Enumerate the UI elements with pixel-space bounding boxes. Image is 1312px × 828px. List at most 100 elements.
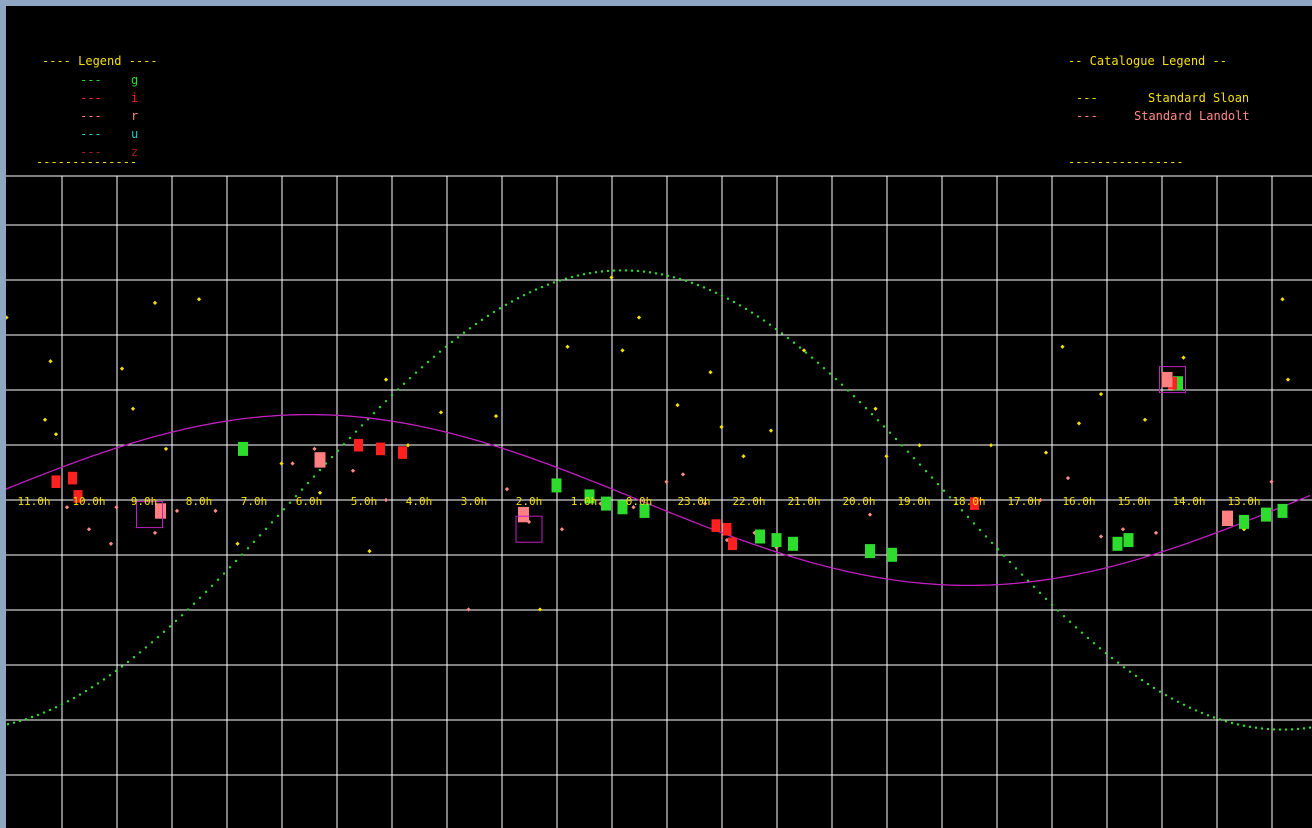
sloan-point <box>1285 377 1291 382</box>
sloan-point <box>1142 417 1148 422</box>
galactic-dot <box>552 281 556 284</box>
galactic-dot <box>288 501 292 504</box>
ra-tick-label: 8.0h <box>186 495 213 508</box>
galactic-dot <box>732 300 736 304</box>
sloan-point <box>367 548 372 554</box>
galactic-dot <box>420 366 424 369</box>
g-field <box>601 496 611 511</box>
galactic-dot <box>222 572 226 575</box>
galactic-dot <box>438 350 442 353</box>
galactic-dot <box>486 314 490 318</box>
galactic-dot <box>1182 703 1186 707</box>
galactic-dot <box>54 706 58 709</box>
ra-tick-label: 23.0h <box>677 495 710 508</box>
galactic-dot <box>1212 716 1216 719</box>
galactic-dot <box>96 682 100 685</box>
galactic-dot <box>1188 706 1192 709</box>
landolt-point <box>702 501 708 506</box>
landolt-point <box>1065 475 1071 481</box>
i-field <box>711 519 721 532</box>
g-field <box>1239 514 1249 529</box>
galactic-dot <box>1248 725 1252 729</box>
g-field <box>1277 503 1288 518</box>
galactic-dot <box>300 488 304 491</box>
galactic-dot <box>186 608 190 611</box>
galactic-dot <box>480 318 484 322</box>
galactic-dot <box>816 361 820 365</box>
field-outline-box <box>515 515 543 543</box>
galactic-dot <box>1092 642 1096 645</box>
sloan-point <box>1043 450 1049 455</box>
galactic-dot <box>1266 727 1270 731</box>
galactic-dot <box>888 431 892 434</box>
galactic-dot <box>354 430 358 433</box>
galactic-dot <box>1272 728 1276 731</box>
landolt-point <box>680 472 686 477</box>
galactic-dot <box>642 270 646 273</box>
sloan-point <box>768 428 774 433</box>
ra-tick-label: 3.0h <box>461 495 488 508</box>
i-field <box>354 438 363 452</box>
galactic-dot <box>12 721 16 724</box>
galactic-dot <box>174 619 178 623</box>
galactic-dot <box>540 285 544 289</box>
galactic-dot <box>450 340 454 344</box>
galactic-dot <box>630 269 634 272</box>
galactic-dot <box>1224 720 1228 723</box>
galactic-dot <box>30 715 34 719</box>
galactic-dot <box>90 686 94 689</box>
galactic-dot <box>972 522 976 525</box>
galactic-dot <box>984 535 988 538</box>
galactic-dot <box>756 315 760 318</box>
sloan-point <box>317 490 323 495</box>
i-field <box>73 490 83 503</box>
i-field <box>970 497 979 510</box>
galactic-dot <box>1308 726 1312 729</box>
g-field <box>1261 507 1271 522</box>
i-field <box>728 537 737 551</box>
landolt-point <box>559 527 565 532</box>
galactic-dot <box>822 366 826 370</box>
sky-coverage-chart: ---- Legend ---- --- g --- i --- r --- u… <box>6 6 1312 828</box>
sloan-point <box>196 297 202 302</box>
galactic-dot <box>690 281 694 285</box>
galactic-dot <box>708 288 712 292</box>
galactic-dot <box>858 400 862 404</box>
galactic-dot <box>1008 560 1012 564</box>
galactic-dot <box>42 711 46 714</box>
galactic-dot <box>1236 723 1240 726</box>
catalogue-dash-sloan: --- <box>1076 91 1098 105</box>
legend-title: ---- Legend ---- <box>42 54 158 68</box>
r-field <box>314 452 326 468</box>
sloan-point <box>708 370 713 375</box>
galactic-dot <box>1056 609 1060 612</box>
landolt-point <box>114 505 119 510</box>
galactic-dot <box>1140 678 1144 682</box>
galactic-dot <box>606 269 610 273</box>
galactic-dot <box>546 283 550 286</box>
i-field <box>398 446 407 459</box>
legend-dash-r: --- <box>80 109 102 123</box>
galactic-dot <box>348 436 352 440</box>
galactic-dot <box>1278 728 1282 731</box>
galactic-dot <box>498 307 502 310</box>
galactic-dot <box>396 388 400 391</box>
sloan-point <box>1076 421 1082 426</box>
landolt-point <box>867 512 873 517</box>
sloan-point <box>130 406 136 411</box>
ra-tick-label: 0.0h <box>626 495 653 508</box>
r-field <box>1222 510 1233 526</box>
ra-tick-label: 7.0h <box>241 495 268 508</box>
sloan-point <box>1181 355 1186 360</box>
galactic-dot <box>156 635 160 639</box>
galactic-dot <box>66 700 70 703</box>
plot-area[interactable]: 11.0h 10.0h 9.0h 8.0h 7.0h 6.0h 5.0h 4.0h 3.0h 2.… <box>6 6 1312 828</box>
galactic-dot <box>1014 567 1018 570</box>
galactic-dot <box>108 674 112 677</box>
landolt-point <box>64 505 70 510</box>
galactic-dot <box>1104 652 1108 655</box>
landolt-point <box>174 508 180 514</box>
galactic-dot <box>264 527 268 531</box>
galactic-dot <box>774 327 778 331</box>
sloan-point <box>1098 391 1104 397</box>
